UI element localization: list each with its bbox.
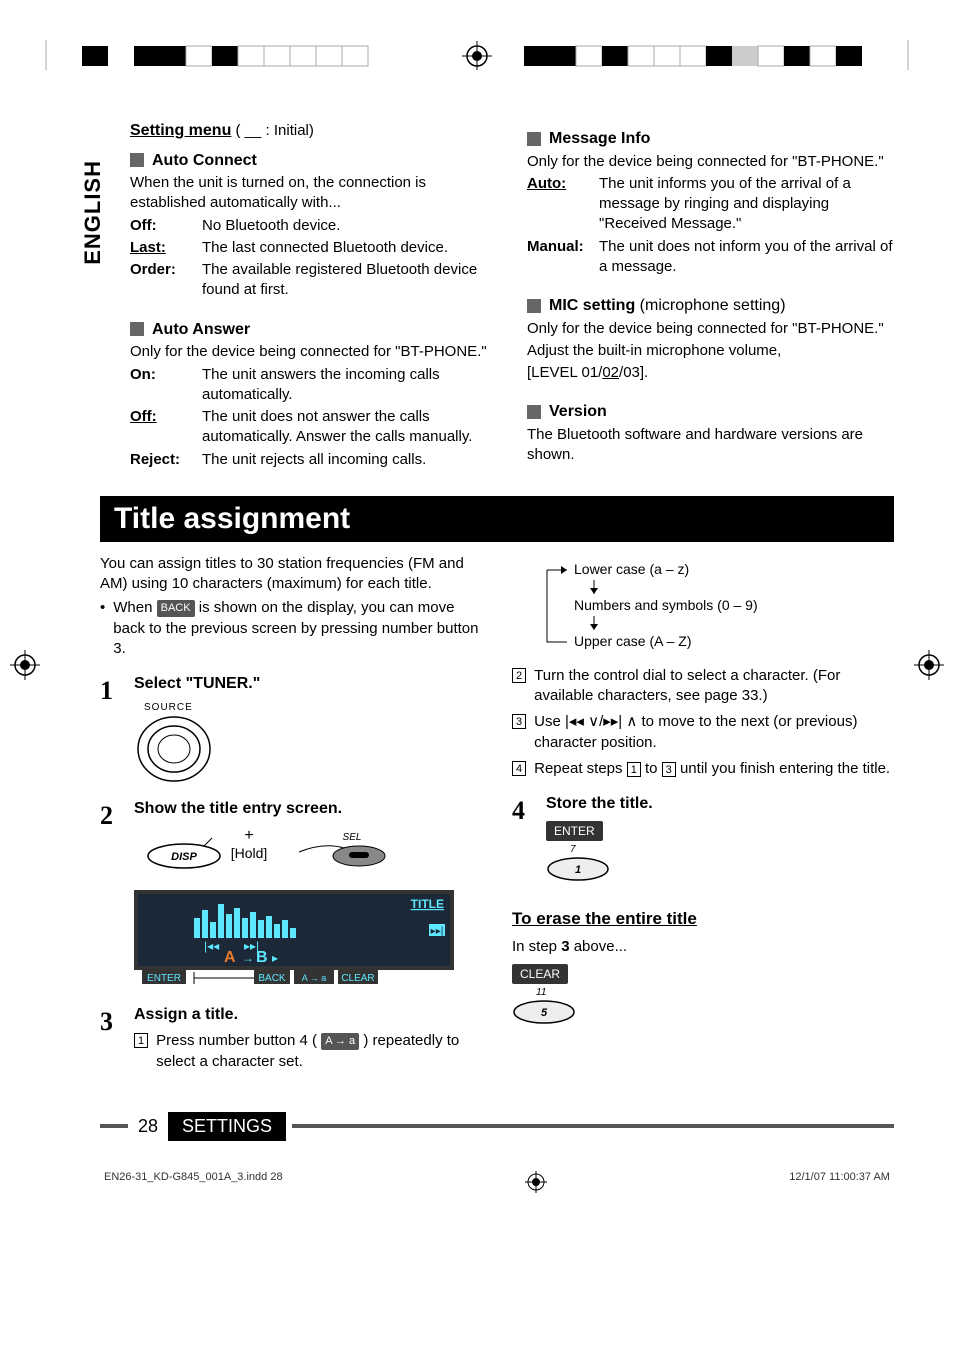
svg-text:B: B — [256, 949, 268, 966]
message-info-heading: Message Info — [527, 128, 894, 150]
print-meta: EN26-31_KD-G845_001A_3.indd 28 12/1/07 1… — [100, 1171, 894, 1193]
charset-cycle-diagram: Lower case (a – z) Numbers and symbols (… — [512, 560, 894, 660]
square-bullet-icon — [527, 132, 541, 146]
svg-text:A: A — [224, 949, 236, 966]
disp-hold-diagram: DISP + [Hold] SEL — [134, 826, 454, 884]
enter-label-icon: ENTER — [546, 821, 603, 841]
erase-section: To erase the entire title In step 3 abov… — [512, 908, 894, 1025]
source-dial-icon — [134, 714, 224, 784]
a-to-a-label-icon: A → a — [321, 1033, 359, 1050]
svg-text:→: → — [242, 951, 254, 965]
svg-text:BACK: BACK — [258, 973, 286, 984]
title-entry-display: TITLE ▸▸| |◂ — [134, 890, 454, 990]
svg-text:Lower case (a – z): Lower case (a – z) — [574, 561, 689, 577]
title-intro: You can assign titles to 30 station freq… — [100, 554, 482, 595]
svg-text:Upper case (A – Z): Upper case (A – Z) — [574, 633, 692, 649]
step-4: 4 Store the title. ENTER 7 1 — [512, 793, 894, 882]
language-tab: ENGLISH — [80, 160, 106, 265]
auto-answer-list: On:The unit answers the incoming calls a… — [130, 365, 497, 470]
mic-line2: Adjust the built-in microphone volume, — [527, 341, 894, 361]
auto-connect-list: Off:No Bluetooth device. Last:The last c… — [130, 216, 497, 301]
square-bullet-icon — [130, 153, 144, 167]
version-heading: Version — [527, 401, 894, 423]
square-bullet-icon — [527, 299, 541, 313]
auto-connect-heading: Auto Connect — [130, 150, 497, 172]
svg-text:ENTER: ENTER — [147, 973, 181, 984]
title-bullet: • When BACK is shown on the display, you… — [100, 598, 482, 659]
mic-setting-heading: MIC setting (microphone setting) — [527, 295, 894, 317]
svg-text:1: 1 — [575, 864, 581, 876]
title-assignment-heading: Title assignment — [100, 496, 894, 542]
substep-3: 3 Use |◂◂ ∨/▸▸| ∧ to move to the next (o… — [512, 712, 894, 753]
svg-text:CLEAR: CLEAR — [341, 973, 374, 984]
step-3: 3 Assign a title. 1 Press number button … — [100, 1004, 482, 1072]
auto-answer-heading: Auto Answer — [130, 319, 497, 341]
button-1-icon: 1 — [546, 856, 616, 882]
message-info-intro: Only for the device being connected for … — [527, 152, 894, 172]
svg-text:|◂◂: |◂◂ — [204, 939, 219, 953]
svg-text:▸▸|: ▸▸| — [431, 926, 444, 937]
auto-answer-intro: Only for the device being connected for … — [130, 342, 497, 362]
registration-marks-top — [0, 40, 954, 70]
step-2: 2 Show the title entry screen. DISP + [H… — [100, 798, 482, 990]
registration-mark-right — [914, 650, 944, 680]
substep-4: 4 Repeat steps 1 to 3 until you finish e… — [512, 759, 894, 779]
registration-mark-bottom — [525, 1171, 547, 1193]
registration-mark-left — [10, 650, 40, 680]
step-1: 1 Select "TUNER." SOURCE — [100, 673, 482, 784]
substep-2: 2 Turn the control dial to select a char… — [512, 666, 894, 707]
svg-text:SEL: SEL — [343, 832, 362, 843]
page-footer: 28 SETTINGS — [100, 1112, 894, 1141]
nav-arrows-icon: |◂◂ ∨/▸▸| ∧ — [565, 713, 637, 730]
svg-text:Numbers and symbols (0 – 9): Numbers and symbols (0 – 9) — [574, 597, 758, 613]
auto-connect-intro: When the unit is turned on, the connecti… — [130, 173, 497, 214]
svg-text:[Hold]: [Hold] — [231, 845, 268, 861]
mic-line3: [LEVEL 01/02/03]. — [527, 363, 894, 383]
svg-text:A → a: A → a — [302, 973, 327, 983]
svg-text:5: 5 — [541, 1007, 548, 1019]
button-5-icon: 5 — [512, 999, 582, 1025]
svg-text:DISP: DISP — [171, 851, 197, 863]
setting-menu-line: Setting menu ( __ : Initial) — [130, 120, 497, 142]
square-bullet-icon — [527, 405, 541, 419]
svg-text:+: + — [244, 827, 253, 844]
svg-text:▸: ▸ — [272, 951, 278, 965]
mic-line1: Only for the device being connected for … — [527, 319, 894, 339]
svg-text:TITLE: TITLE — [411, 897, 444, 911]
clear-label-icon: CLEAR — [512, 964, 568, 984]
message-info-list: Auto:The unit informs you of the arrival… — [527, 174, 894, 277]
square-bullet-icon — [130, 322, 144, 336]
back-label-icon: BACK — [157, 600, 195, 617]
version-desc: The Bluetooth software and hardware vers… — [527, 425, 894, 466]
